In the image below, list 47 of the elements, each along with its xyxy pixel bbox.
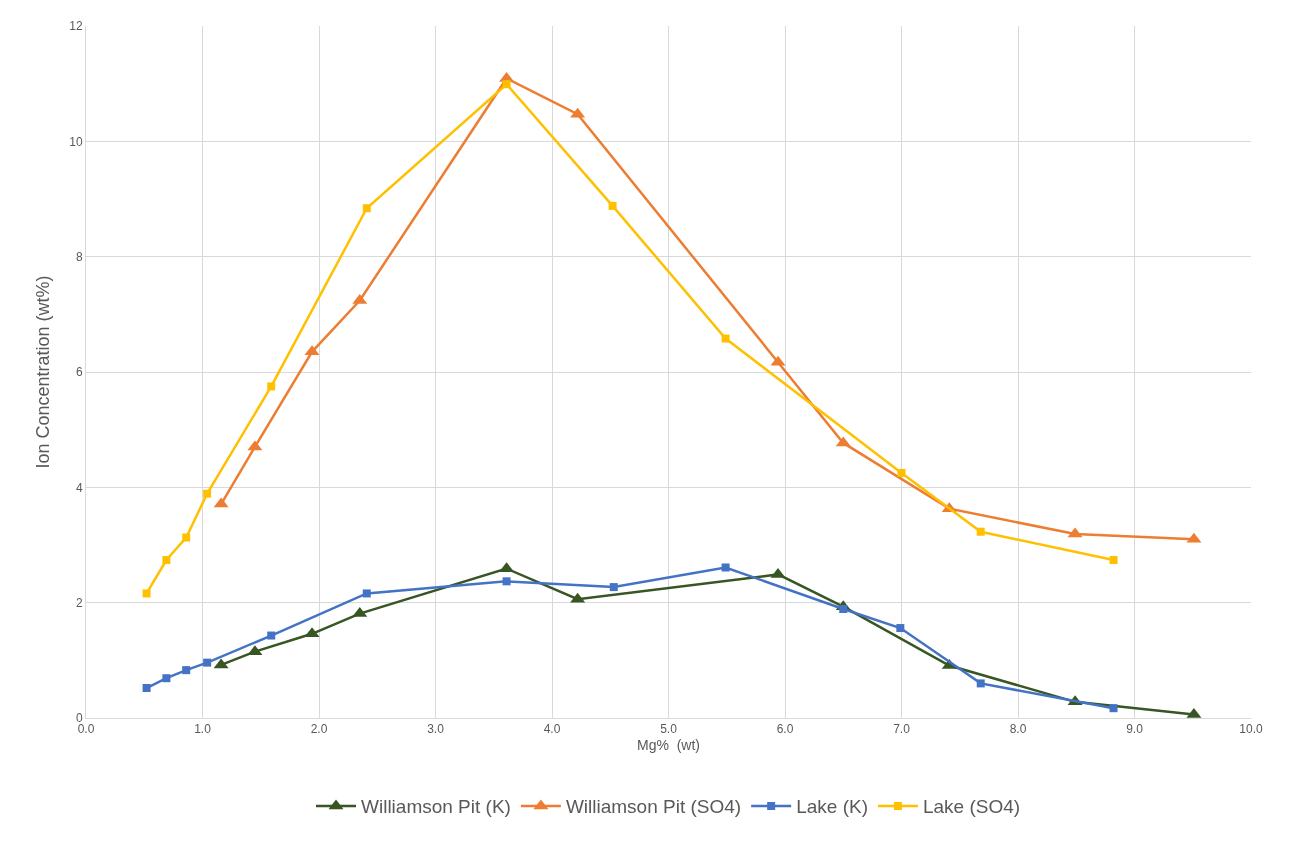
x-tick-label: 10.0 — [1239, 722, 1263, 737]
point — [1109, 555, 1118, 564]
x-tick-label: 2.0 — [310, 722, 328, 737]
point — [162, 555, 171, 564]
legend-label: Lake (K) — [796, 796, 868, 818]
y-tick-label: 2 — [75, 595, 83, 610]
x-tick-label: 0.0 — [77, 722, 95, 737]
point — [721, 563, 730, 572]
point — [203, 658, 212, 667]
x-axis-title: Mg% (wt) — [637, 736, 700, 753]
x-tick-label: 8.0 — [1009, 722, 1027, 737]
x-tick-label: 9.0 — [1126, 722, 1144, 737]
x-tick-label: 4.0 — [543, 722, 561, 737]
x-tick-label: 1.0 — [194, 722, 212, 737]
point — [142, 684, 151, 693]
point — [182, 666, 191, 675]
legend-label: Williamson Pit (SO4) — [565, 796, 742, 818]
y-tick-label: 8 — [75, 249, 83, 264]
point — [267, 631, 276, 640]
point — [362, 204, 371, 213]
point — [976, 527, 985, 536]
point — [267, 382, 276, 391]
y-axis-title: Ion Concentration (wt%) — [33, 275, 54, 469]
point — [142, 589, 151, 598]
legend-label: Lake (SO4) — [922, 796, 1021, 818]
point — [182, 533, 191, 542]
x-tick-label: 5.0 — [660, 722, 678, 737]
legend-label: Williamson Pit (K) — [361, 796, 511, 818]
point — [897, 468, 906, 477]
y-tick-label: 6 — [75, 365, 83, 380]
point — [608, 201, 617, 210]
y-tick-label: 12 — [69, 19, 83, 34]
point — [1109, 704, 1118, 713]
y-tick-label: 10 — [69, 134, 83, 149]
point — [502, 80, 511, 89]
point — [896, 624, 905, 633]
point — [203, 489, 212, 498]
point — [362, 589, 371, 598]
x-tick-label: 6.0 — [776, 722, 794, 737]
x-tick-label: 3.0 — [427, 722, 445, 737]
y-tick-label: 4 — [75, 480, 83, 495]
point — [976, 679, 985, 688]
point — [162, 674, 171, 683]
point — [609, 583, 618, 592]
x-tick-label: 7.0 — [893, 722, 911, 737]
point — [502, 577, 511, 586]
point — [721, 334, 730, 343]
